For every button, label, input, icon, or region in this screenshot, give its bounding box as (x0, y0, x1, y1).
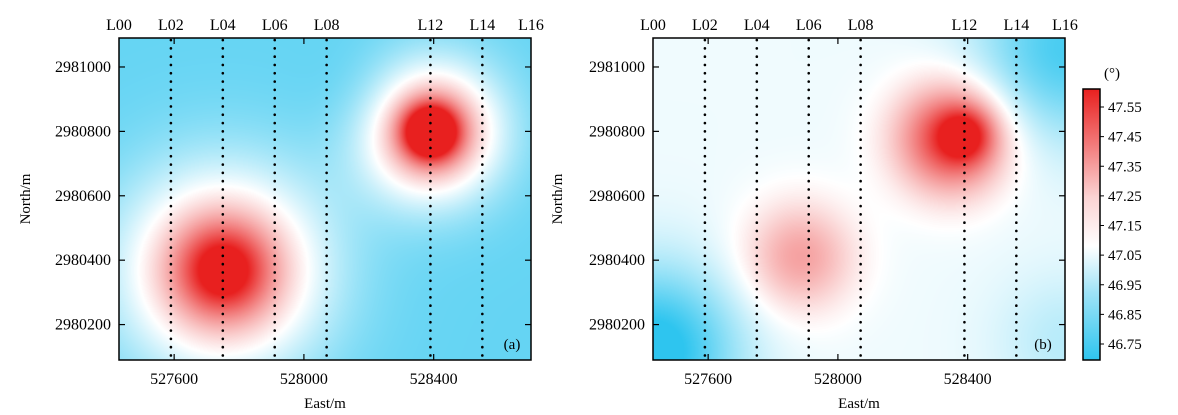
colorbar-tick-label: 46.95 (1108, 278, 1142, 294)
y-axis-title-b: North/m (550, 173, 566, 224)
y-tick-label-a: 2981000 (55, 59, 111, 76)
heatmap-b (653, 38, 1065, 360)
heatmap-a (119, 38, 531, 360)
survey-line-label-b: L04 (744, 17, 770, 34)
y-tick-label-a: 2980200 (55, 317, 111, 334)
colorbar-tick-label: 47.25 (1108, 189, 1142, 205)
colorbar-tick-label: 47.55 (1108, 100, 1142, 116)
y-tick-label-b: 2981000 (589, 59, 645, 76)
x-axis-title-a: East/m (304, 396, 346, 412)
colorbar-tick-label: 47.45 (1108, 130, 1142, 146)
y-axis-title-a: North/m (18, 173, 34, 224)
x-tick-label-a: 527600 (150, 371, 198, 388)
survey-lines-b: L00 L02 L04 L06 L08 L12 L14 L16 (640, 17, 1078, 360)
survey-lines-a: L00 L02 L04 L06 L08 L12 L14 L16 (106, 17, 544, 360)
survey-line-label-a: L16 (518, 17, 544, 34)
x-axis-title-b: East/m (838, 396, 880, 412)
x-tick-label-a: 528400 (410, 371, 458, 388)
survey-line-label-b: L02 (692, 17, 718, 34)
x-tick-label-b: 528000 (814, 371, 862, 388)
colorbar-unit: (°) (1104, 66, 1120, 82)
survey-line-label-b: L16 (1052, 17, 1078, 34)
survey-line-label-a: L12 (418, 17, 444, 34)
plot-frame-a (118, 37, 532, 361)
y-tick-label-a: 2980400 (55, 252, 111, 269)
colorbar-ticks: 47.55 47.45 47.35 47.25 47.15 47.05 46.95 46.85… (1100, 100, 1142, 353)
y-tick-label-a: 2980600 (55, 188, 111, 205)
panel-label-a: (a) (504, 337, 521, 353)
survey-line-label-a: L02 (158, 17, 184, 34)
survey-line-label-b: L08 (848, 17, 874, 34)
survey-line-label-a: L14 (469, 17, 495, 34)
colorbar-tick-label: 47.05 (1108, 248, 1142, 264)
plot-frame-b (652, 37, 1066, 361)
survey-line-label-b: L12 (952, 17, 978, 34)
colorbar-gradient (1082, 88, 1101, 361)
panel-label-b: (b) (1034, 337, 1052, 353)
colorbar-tick-label: 46.75 (1108, 337, 1142, 353)
survey-line-label-a: L06 (262, 17, 288, 34)
x-tick-label-a: 528000 (280, 371, 328, 388)
ticks-a: 527600 528000 528400 2981000 2980800 2980600 2… (55, 38, 531, 388)
colorbar-tick-label: 47.35 (1108, 159, 1142, 175)
survey-line-label-b: L14 (1003, 17, 1029, 34)
colorbar-tick-label: 46.85 (1108, 307, 1142, 323)
x-tick-label-b: 528400 (944, 371, 992, 388)
survey-line-label-b: L06 (796, 17, 822, 34)
panel-b: L00 L02 L04 L06 L08 L12 L14 L16 527600 528000 528… (550, 17, 1078, 412)
survey-line-label-a: L00 (106, 17, 132, 34)
panel-a: L00 L02 L04 L06 L08 L12 L14 L16 527600 528000 528… (18, 17, 544, 412)
survey-line-label-b: L00 (640, 17, 666, 34)
y-tick-label-b: 2980400 (589, 252, 645, 269)
y-tick-label-b: 2980600 (589, 188, 645, 205)
colorbar-tick-label: 47.15 (1108, 219, 1142, 235)
y-tick-label-b: 2980800 (589, 123, 645, 140)
survey-line-label-a: L08 (314, 17, 340, 34)
y-tick-label-a: 2980800 (55, 123, 111, 140)
survey-line-label-a: L04 (210, 17, 236, 34)
ticks-b: 527600 528000 528400 2981000 2980800 2980600 2… (589, 38, 1065, 388)
x-tick-label-b: 527600 (684, 371, 732, 388)
y-tick-label-b: 2980200 (589, 317, 645, 334)
colorbar: (°) 47.5547.4547.3547.2547.1547.0546.954… (1082, 66, 1142, 361)
